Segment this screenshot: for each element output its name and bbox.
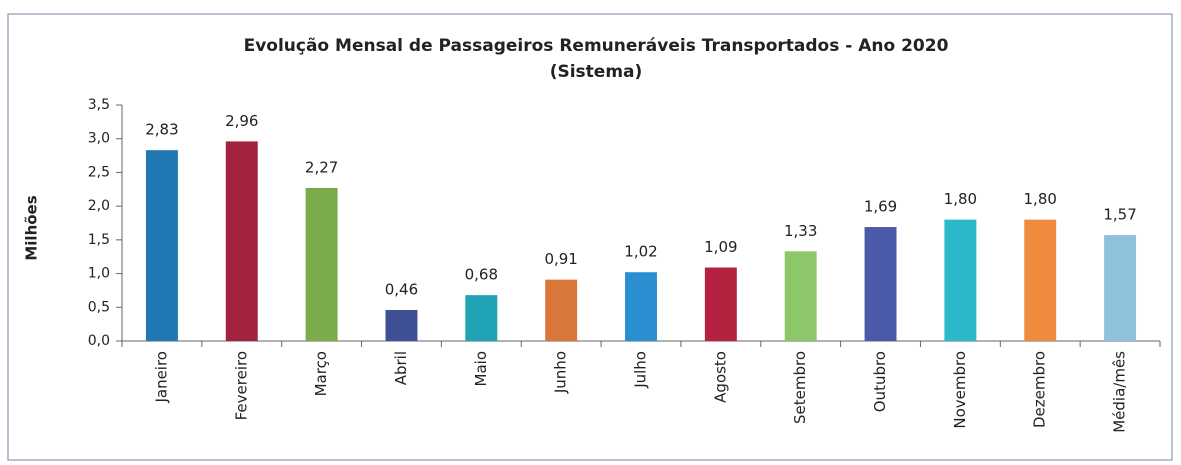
x-tick-label: Média/mês xyxy=(1111,351,1129,433)
data-label: 1,80 xyxy=(944,190,977,208)
x-tick-label: Junho xyxy=(552,351,570,394)
data-label: 2,83 xyxy=(145,121,178,139)
data-label: 1,57 xyxy=(1103,206,1136,224)
y-axis-label: Milhões xyxy=(23,195,41,260)
x-tick-label: Fevereiro xyxy=(232,351,250,420)
x-tick-label: Janeiro xyxy=(152,351,170,404)
y-tick-label: 0,5 xyxy=(88,299,110,315)
bar xyxy=(145,150,178,341)
data-label: 0,46 xyxy=(385,280,418,298)
bar xyxy=(864,227,897,341)
y-tick-label: 1,0 xyxy=(88,266,110,282)
data-label: 2,96 xyxy=(225,112,258,130)
bar xyxy=(225,141,258,341)
chart-subtitle: (Sistema) xyxy=(550,62,643,82)
bar xyxy=(385,309,418,341)
bar xyxy=(625,272,657,341)
y-tick-label: 3,0 xyxy=(88,131,110,147)
bar xyxy=(465,295,498,341)
x-tick-label: Setembro xyxy=(791,351,809,424)
data-label: 1,69 xyxy=(864,198,897,216)
bar xyxy=(1104,235,1137,341)
bar xyxy=(545,279,578,341)
y-tick-label: 1,5 xyxy=(88,232,110,248)
bar xyxy=(784,251,817,341)
bar xyxy=(1024,219,1057,341)
x-tick-label: Novembro xyxy=(951,351,969,429)
x-tick-label: Maio xyxy=(472,351,490,386)
y-tick-label: 2,0 xyxy=(88,198,110,214)
data-label: 2,27 xyxy=(305,158,338,176)
x-tick-label: Março xyxy=(312,351,330,396)
x-tick-label: Abril xyxy=(392,351,410,385)
data-label: 1,80 xyxy=(1024,190,1057,208)
data-label: 1,33 xyxy=(784,222,817,240)
x-tick-label: Julho xyxy=(632,351,650,389)
bar xyxy=(305,187,338,341)
data-label: 0,91 xyxy=(544,250,577,268)
y-tick-label: 0,0 xyxy=(88,333,110,349)
data-label: 1,02 xyxy=(624,243,657,261)
data-label: 0,68 xyxy=(465,266,498,284)
bar xyxy=(704,267,737,341)
y-tick-label: 3,5 xyxy=(88,97,110,113)
y-tick-label: 2,5 xyxy=(88,164,110,180)
x-tick-label: Dezembro xyxy=(1031,351,1049,428)
chart-title: Evolução Mensal de Passageiros Remuneráv… xyxy=(244,36,949,56)
chart-frame xyxy=(7,13,1173,461)
data-label: 1,09 xyxy=(704,238,737,256)
x-tick-label: Agosto xyxy=(711,351,729,403)
bar xyxy=(944,219,977,341)
x-tick-label: Outubro xyxy=(871,351,889,412)
